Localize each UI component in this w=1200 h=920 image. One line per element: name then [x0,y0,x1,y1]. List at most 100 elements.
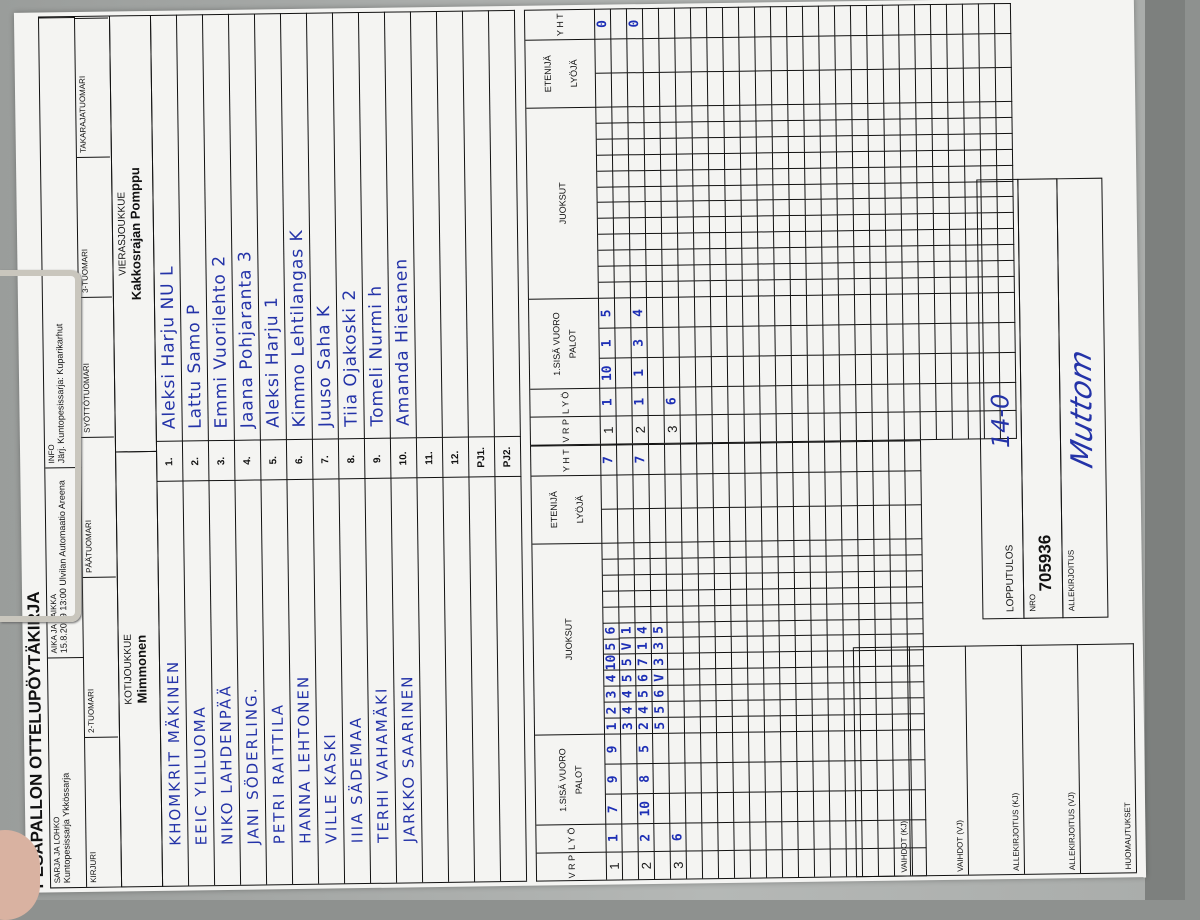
score-cell [780,667,797,684]
score-cell [852,150,870,167]
score-value: 10 [603,654,620,671]
signature-field: VAIHDOT (VJ) [909,645,970,876]
score-cell [674,7,692,38]
score-cell [820,135,837,152]
official-label: KIRJURI [88,851,99,883]
score-cell [790,247,807,264]
score-cell [886,293,904,324]
score-cell [980,148,998,165]
score-cell [933,165,950,182]
row-number: 4. [234,439,262,481]
score-cell [949,197,966,214]
score-cell [646,233,663,250]
score-cell [692,104,709,122]
row-number-label: 9. [372,454,384,464]
score-cell [855,324,872,355]
score-cell [870,294,888,325]
signature-field-label: ALLEKIRJOITUS (VJ) [1066,791,1077,871]
score-cell [667,637,684,654]
score-cell [919,323,936,354]
score-cell: 6 [652,685,669,702]
score-cell [660,153,678,170]
score-cell [836,134,853,151]
score-value: 3 [651,641,667,650]
score-cell [866,4,884,35]
score-cell [662,296,680,328]
score-cell [764,699,781,716]
score-cell [649,507,667,542]
score-cell [617,508,635,543]
scoring-header-yht: Y H T [524,8,596,40]
score-cell [872,440,890,471]
score-cell [643,71,661,106]
score-cell [612,137,629,155]
score-cell [694,248,711,265]
score-cell [747,651,765,669]
score-cell [839,354,857,385]
score-cell [790,295,808,326]
score-value: 3 [670,861,686,869]
score-cell [667,605,684,622]
score-cell [645,169,662,186]
score-cell [914,3,932,35]
official-field: 2-TUOMARI [82,576,119,737]
score-cell [628,121,645,138]
score-cell [682,572,700,590]
signature-field-label: HUOMAUTUKSET [1123,802,1133,870]
score-cell [825,471,842,506]
home-player-cell [495,476,528,882]
score-cell [906,569,923,587]
score-cell [633,473,650,509]
score-cell [856,440,874,471]
score-cell [731,588,748,605]
score-cell: 5 [603,637,620,655]
signature-field: ALLEKIRJOITUS (VJ) [1021,644,1082,874]
score-cell [684,668,701,685]
score-cell [791,325,808,356]
score-cell [645,185,662,202]
score-cell [781,791,799,822]
score-cell [598,249,615,267]
score-cell [746,572,764,589]
score-cell [808,412,825,441]
score-cell [776,413,793,442]
score-cell [820,103,837,120]
score-cell [717,732,734,763]
score-cell [829,790,847,821]
score-cell [812,682,829,700]
header-text: L Y Ö [559,391,571,415]
score-cell [700,700,717,717]
score-value: 1 [606,862,622,870]
score-cell [788,135,805,152]
score-cell [905,470,922,505]
score-cell [598,233,615,251]
score-cell [595,38,612,73]
score-cell [708,152,726,169]
score-value: 5 [651,625,667,634]
score-cell [611,72,629,107]
score-cell [780,699,797,716]
score-cell [920,383,937,412]
score-cell [773,215,791,232]
row-number: 1. [156,441,184,482]
score-cell [918,245,935,262]
score-cell [603,606,620,623]
score-cell [702,822,719,851]
score-cell [597,217,615,235]
score-cell [678,280,695,297]
score-cell [916,117,933,134]
score-cell [812,698,829,716]
score-cell [712,413,729,443]
score-cell [903,353,921,384]
away-player-name: Lattu Samo P [183,303,206,430]
score-cell [920,411,937,440]
score-cell [821,214,839,232]
score-cell [706,6,724,38]
score-cell: 1 [600,415,617,444]
score-cell [763,619,780,636]
score-cell [701,762,718,793]
score-cell [901,213,919,230]
score-cell [884,102,901,119]
score-cell [699,652,717,669]
score-cell [697,472,714,508]
